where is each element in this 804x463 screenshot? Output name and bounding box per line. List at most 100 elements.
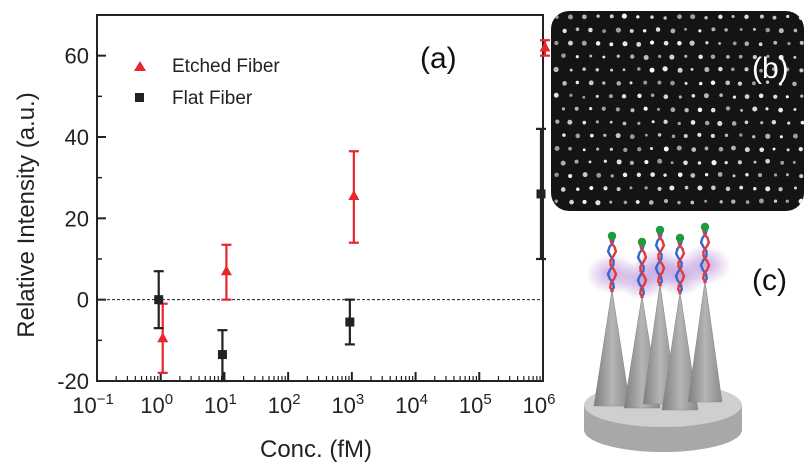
micrograph-dot xyxy=(575,27,580,32)
micrograph-dot xyxy=(676,145,682,151)
dna-strand-red xyxy=(676,239,686,295)
micrograph-dot xyxy=(773,94,778,99)
fiber-cone xyxy=(687,280,723,403)
micrograph-dot xyxy=(785,199,789,203)
micrograph-dot xyxy=(689,40,695,46)
micrograph-dot xyxy=(636,15,640,19)
micrograph-dot xyxy=(752,55,757,60)
micrograph-dot xyxy=(779,135,783,139)
plot-frame xyxy=(96,14,544,382)
micrograph-dot xyxy=(562,28,567,34)
micrograph-dot xyxy=(555,15,559,19)
micrograph-dot xyxy=(623,200,628,205)
micrograph-dot xyxy=(651,120,655,124)
micrograph-dot xyxy=(609,200,613,204)
micrograph-dot xyxy=(678,95,682,99)
micrograph-dot xyxy=(690,173,696,178)
dna-strand-blue xyxy=(654,231,664,287)
micrograph-dot xyxy=(793,28,798,33)
micrograph-dot xyxy=(602,55,606,59)
micrograph-dot xyxy=(711,185,716,191)
dna-label-dot xyxy=(637,237,647,247)
micrograph-dot xyxy=(759,14,764,19)
micrograph-dot xyxy=(724,133,729,138)
micrograph-dot xyxy=(635,200,640,204)
micrograph-dot xyxy=(663,198,669,204)
micrograph-dot xyxy=(663,16,667,20)
micrograph-dot xyxy=(697,132,702,137)
micrograph-dot xyxy=(589,54,593,58)
micrograph-dots xyxy=(553,13,804,206)
micrograph-dot xyxy=(657,80,662,85)
micrograph-dot xyxy=(752,106,758,112)
data-point-square xyxy=(217,350,227,360)
micrograph-dot xyxy=(773,199,778,203)
legend: Etched Fiber Flat Fiber xyxy=(134,56,280,109)
micrograph-dot xyxy=(739,185,744,190)
micrograph-dot xyxy=(792,160,796,164)
micrograph-dot xyxy=(778,54,784,60)
micrograph-dot xyxy=(574,106,579,111)
micrograph-dot xyxy=(643,106,648,111)
micrograph-dot xyxy=(710,80,716,86)
micrograph-dot xyxy=(739,133,743,137)
glow-halo xyxy=(679,245,731,285)
micrograph-dot xyxy=(671,134,676,139)
micrograph-dot xyxy=(582,14,587,20)
x-tick-label: 104 xyxy=(395,391,428,418)
dna-strand-blue xyxy=(699,228,709,284)
micrograph-dot xyxy=(731,145,736,151)
x-tick-label: 101 xyxy=(204,391,237,418)
micrograph-dot xyxy=(554,40,559,46)
micrograph-dot xyxy=(650,40,655,45)
micrograph-dot xyxy=(582,95,586,99)
micrograph-dot xyxy=(567,119,573,125)
micrograph-dot xyxy=(758,173,763,178)
micrograph-dot xyxy=(602,29,606,33)
micrograph-dot xyxy=(745,200,750,204)
micrograph-dot xyxy=(717,172,723,177)
micrograph-dot xyxy=(684,185,689,190)
y-tick-label: 20 xyxy=(65,206,89,231)
micrograph-dot xyxy=(569,68,573,72)
micrograph-dot xyxy=(677,172,683,178)
micrograph-dot xyxy=(629,28,634,33)
micrograph-dot xyxy=(560,160,566,166)
micrograph-dot xyxy=(554,199,558,203)
micrograph-dot xyxy=(569,199,574,205)
micrograph-dot xyxy=(561,53,566,58)
micrograph-dot xyxy=(663,146,669,152)
micrograph-dot xyxy=(582,172,588,178)
micrograph-dot xyxy=(726,55,730,59)
micrograph-dot xyxy=(745,173,749,177)
micrograph-dot xyxy=(690,67,694,71)
micrograph-dot xyxy=(630,54,635,59)
micrograph-dot xyxy=(798,14,804,21)
micrograph-dot xyxy=(621,13,627,19)
micrograph-dot xyxy=(595,120,600,124)
micrograph-dot xyxy=(771,119,777,125)
micrograph-dot xyxy=(610,68,614,72)
micrograph-dot xyxy=(704,146,709,151)
x-axis-ticks: 10−1 100 101 102 103 104 105 106 xyxy=(72,372,555,418)
micrograph-dot xyxy=(785,173,789,177)
micrograph-dot xyxy=(650,15,654,19)
micrograph-dot xyxy=(662,66,668,72)
micrograph-dot xyxy=(765,133,771,139)
x-tick-label: 105 xyxy=(459,391,492,418)
data-point-triangle xyxy=(348,189,360,200)
micrograph-dot xyxy=(637,67,641,71)
micrograph-dot xyxy=(703,93,709,99)
micrograph-dot xyxy=(603,133,607,137)
micrograph-dot xyxy=(698,29,702,33)
micrograph-dot xyxy=(740,108,744,112)
micrograph-dot xyxy=(576,187,580,191)
micrograph-dot xyxy=(637,93,642,99)
micrograph-dot xyxy=(569,93,573,97)
micrograph-dot xyxy=(568,14,573,20)
micrograph-dot xyxy=(704,16,708,20)
series-flat-fiber xyxy=(153,127,546,383)
micrograph-dot xyxy=(644,133,648,137)
micrograph-dot xyxy=(732,41,737,46)
micrograph-dot xyxy=(794,186,797,190)
